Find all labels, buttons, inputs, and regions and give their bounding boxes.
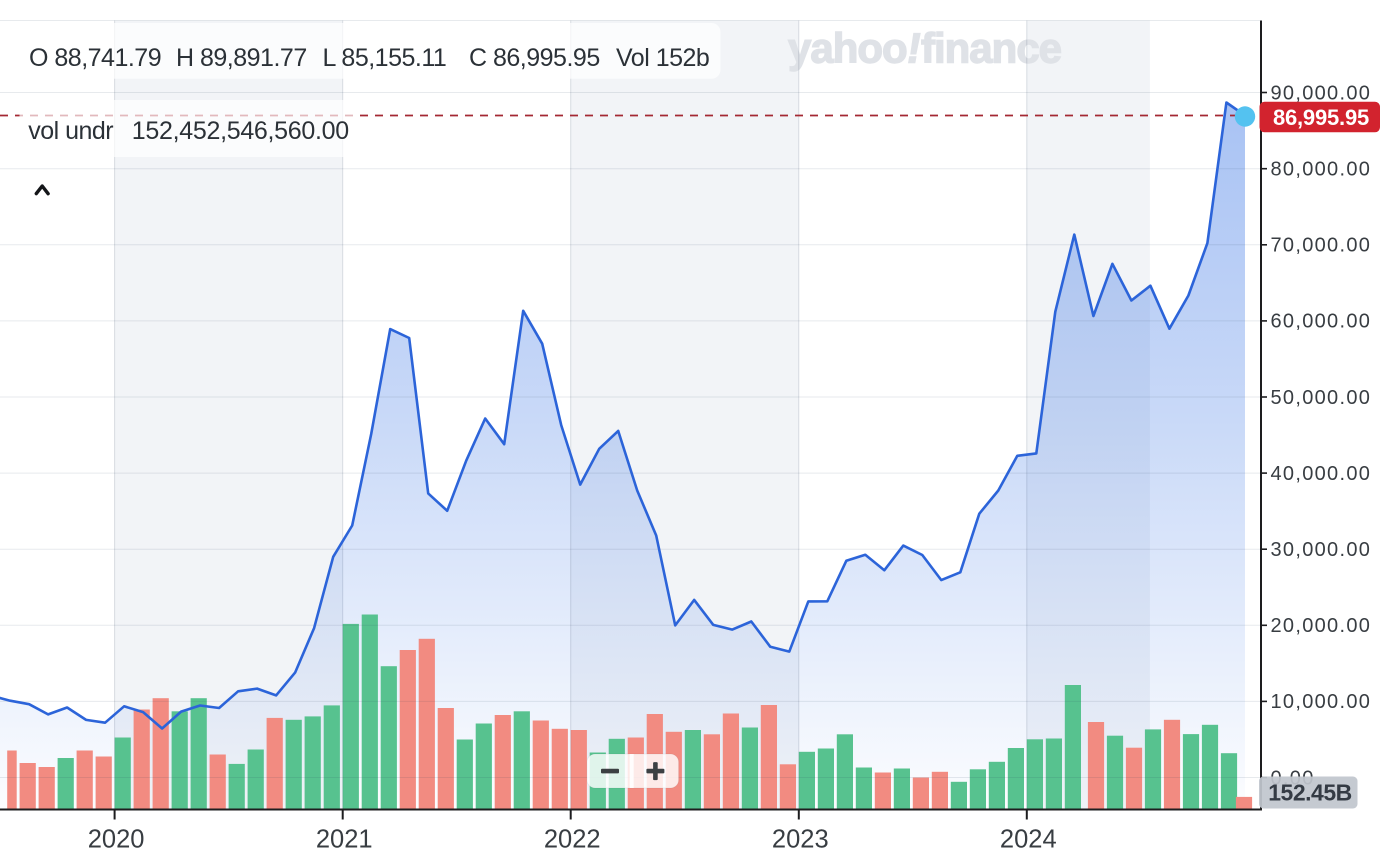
svg-text:2021: 2021: [316, 825, 373, 853]
svg-text:80,000.00: 80,000.00: [1271, 159, 1372, 181]
svg-text:152.45B: 152.45B: [1268, 780, 1351, 806]
svg-text:C 86,995.95: C 86,995.95: [469, 44, 600, 72]
svg-text:152,452,546,560.00: 152,452,546,560.00: [132, 117, 349, 145]
svg-text:vol undr: vol undr: [28, 117, 113, 145]
svg-text:finance: finance: [921, 25, 1061, 72]
svg-text:H 89,891.77: H 89,891.77: [176, 44, 307, 72]
svg-text:50,000.00: 50,000.00: [1271, 387, 1372, 409]
svg-text:20,000.00: 20,000.00: [1271, 615, 1372, 637]
svg-text:40,000.00: 40,000.00: [1271, 463, 1372, 485]
svg-text:O 88,741.79: O 88,741.79: [29, 44, 161, 72]
svg-text:yahoo: yahoo: [788, 25, 907, 72]
svg-text:2023: 2023: [772, 825, 829, 853]
svg-text:60,000.00: 60,000.00: [1271, 311, 1372, 333]
svg-text:30,000.00: 30,000.00: [1271, 539, 1372, 561]
svg-text:86,995.95: 86,995.95: [1273, 105, 1369, 130]
svg-text:2020: 2020: [88, 825, 145, 853]
svg-text:Vol 152b: Vol 152b: [616, 44, 709, 72]
svg-text:10,000.00: 10,000.00: [1271, 691, 1372, 713]
svg-text:2022: 2022: [544, 825, 601, 853]
svg-text:90,000.00: 90,000.00: [1271, 82, 1372, 104]
svg-text:2024: 2024: [1000, 825, 1057, 853]
svg-text:L 85,155.11: L 85,155.11: [323, 44, 447, 72]
svg-text:70,000.00: 70,000.00: [1271, 235, 1372, 257]
